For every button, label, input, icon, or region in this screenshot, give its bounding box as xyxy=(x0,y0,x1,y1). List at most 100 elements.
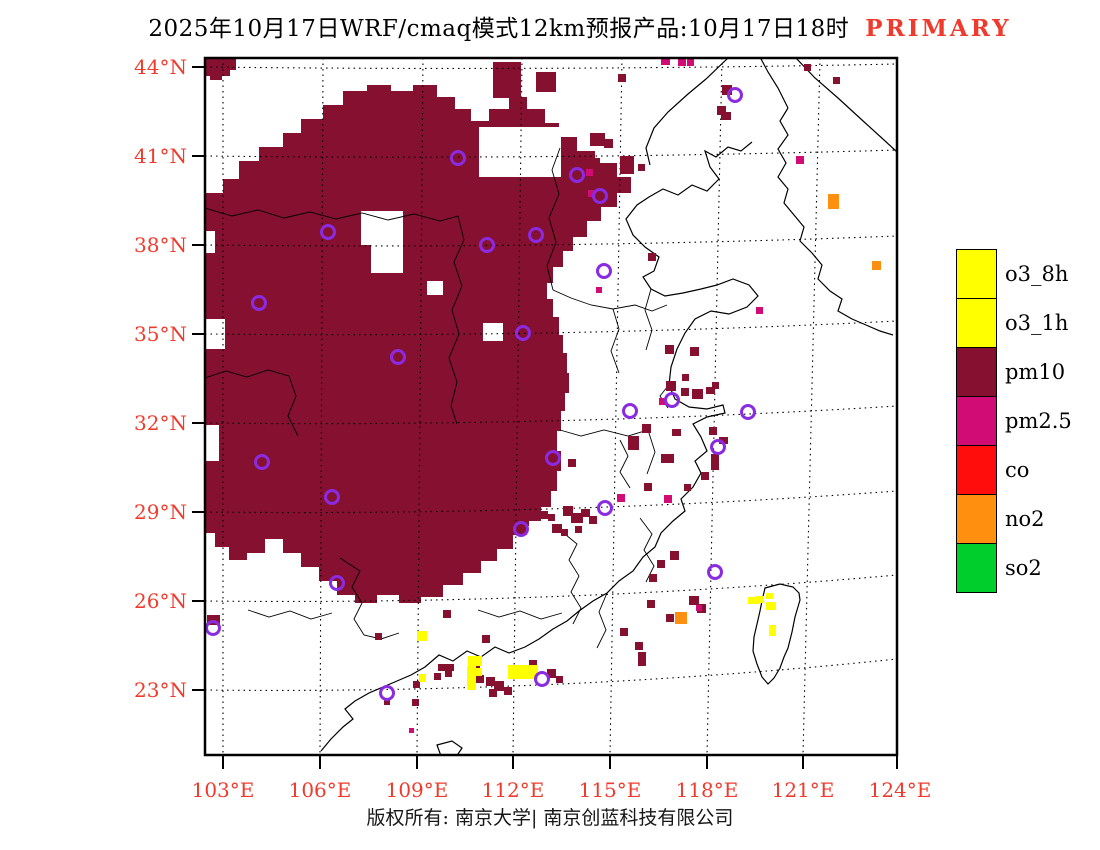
station-circle xyxy=(596,263,612,279)
station-circle xyxy=(534,671,550,687)
legend-item-no2: no2 xyxy=(956,494,1100,544)
station-circle xyxy=(329,575,345,591)
lat-label: 44°N xyxy=(134,55,187,79)
legend-label: o3_8h xyxy=(1005,262,1069,286)
station-circle xyxy=(710,439,726,455)
station-circle xyxy=(513,521,529,537)
legend-swatch-o3_1h xyxy=(956,298,997,348)
lat-label: 41°N xyxy=(134,144,187,168)
station-circle xyxy=(379,685,395,701)
province-border xyxy=(610,308,620,374)
station-circle xyxy=(254,454,270,470)
parallel-line xyxy=(205,320,897,336)
page-title: 2025年10月17日WRF/cmaq模式12km预报产品:10月17日18时 P… xyxy=(60,9,1100,43)
station-circle xyxy=(740,404,756,420)
lon-label: 121°E xyxy=(772,778,835,802)
meridian-line xyxy=(416,58,424,755)
station-circle xyxy=(622,403,638,419)
legend-swatch-co xyxy=(956,445,997,495)
station-circle xyxy=(597,500,613,516)
coastline xyxy=(320,141,759,752)
coastline xyxy=(752,583,801,685)
legend-label: so2 xyxy=(1005,556,1042,580)
province-border xyxy=(247,609,333,620)
parallel-line xyxy=(205,235,897,247)
axis-ticks-and-labels: 44°N 41°N 38°N 35°N 32°N 29°N 26°N 23°N 103°E 106… xyxy=(134,55,931,802)
station-circle xyxy=(450,150,466,166)
meridian-line xyxy=(900,58,920,755)
station-circle xyxy=(592,188,608,204)
o3-markers xyxy=(417,593,776,690)
meridian-line xyxy=(609,58,623,755)
legend-item-so2: so2 xyxy=(956,543,1100,593)
title-primary-badge: PRIMARY xyxy=(865,15,1012,42)
legend-swatch-no2 xyxy=(956,494,997,544)
lon-label: 118°E xyxy=(676,778,739,802)
legend-label: no2 xyxy=(1005,507,1045,531)
map-layers xyxy=(205,58,920,755)
legend-item-o3_1h: o3_1h xyxy=(956,298,1100,348)
legend-label: o3_1h xyxy=(1005,311,1069,335)
legend-label: pm10 xyxy=(1005,360,1066,384)
legend-label: co xyxy=(1005,458,1030,482)
coastline xyxy=(777,107,894,336)
lon-label: 124°E xyxy=(869,778,932,802)
station-circle xyxy=(479,237,495,253)
map-frame xyxy=(203,56,899,757)
parallel-line xyxy=(205,63,897,70)
province-border xyxy=(546,147,561,291)
legend-swatch-pm2.5 xyxy=(956,396,997,446)
lat-label: 26°N xyxy=(134,589,187,613)
legend-item-co: co xyxy=(956,445,1100,495)
station-circle xyxy=(390,349,406,365)
station-circle xyxy=(569,167,585,183)
station-circle xyxy=(528,227,544,243)
pollutant-legend: o3_8h o3_1h pm10 pm2.5 co no2 so2 xyxy=(956,249,1100,593)
parallel-line xyxy=(205,574,897,603)
station-circle xyxy=(515,325,531,341)
meridian-line xyxy=(512,58,523,755)
lon-label: 112°E xyxy=(482,778,545,802)
province-border xyxy=(448,215,465,425)
meridian-line xyxy=(802,58,821,755)
title-text: 2025年10月17日WRF/cmaq模式12km预报产品:10月17日18时 xyxy=(148,16,850,42)
province-border xyxy=(559,529,582,625)
legend-label: pm2.5 xyxy=(1005,409,1072,433)
legend-item-o3_8h: o3_8h xyxy=(956,249,1100,299)
pm25-markers xyxy=(409,58,804,733)
parallel-line xyxy=(205,490,897,514)
province-border xyxy=(205,207,459,222)
legend-swatch-so2 xyxy=(956,543,997,593)
parallel-line xyxy=(205,405,897,425)
coastline xyxy=(795,58,897,153)
station-circles xyxy=(205,87,756,701)
station-circle xyxy=(324,489,340,505)
station-circle xyxy=(545,450,561,466)
meridian-line xyxy=(706,58,723,755)
lon-label: 115°E xyxy=(579,778,642,802)
station-circle xyxy=(320,224,336,240)
pm10-region xyxy=(205,58,631,603)
province-border xyxy=(477,609,563,620)
legend-item-pm10: pm10 xyxy=(956,347,1100,397)
station-circle xyxy=(664,392,680,408)
province-border xyxy=(559,429,656,475)
province-border xyxy=(596,592,608,649)
parallel-line xyxy=(205,149,897,158)
province-border xyxy=(205,369,299,437)
station-circle xyxy=(205,620,221,636)
province-border xyxy=(644,288,653,351)
parallel-line xyxy=(205,658,897,691)
lat-label: 35°N xyxy=(134,322,187,346)
lat-label: 38°N xyxy=(134,233,187,257)
province-border xyxy=(639,517,655,583)
no2-markers xyxy=(675,194,881,624)
station-circle xyxy=(727,87,743,103)
lon-label: 103°E xyxy=(192,778,255,802)
province-border xyxy=(619,439,631,489)
coastline xyxy=(645,58,729,166)
copyright-text: 版权所有: 南京大学| 南京创蓝科技有限公司 xyxy=(366,807,734,829)
lat-label: 29°N xyxy=(134,500,187,524)
